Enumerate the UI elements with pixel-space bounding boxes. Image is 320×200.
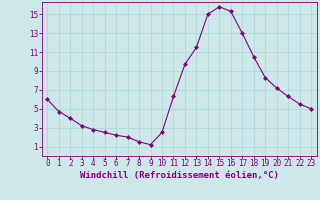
X-axis label: Windchill (Refroidissement éolien,°C): Windchill (Refroidissement éolien,°C) — [80, 171, 279, 180]
